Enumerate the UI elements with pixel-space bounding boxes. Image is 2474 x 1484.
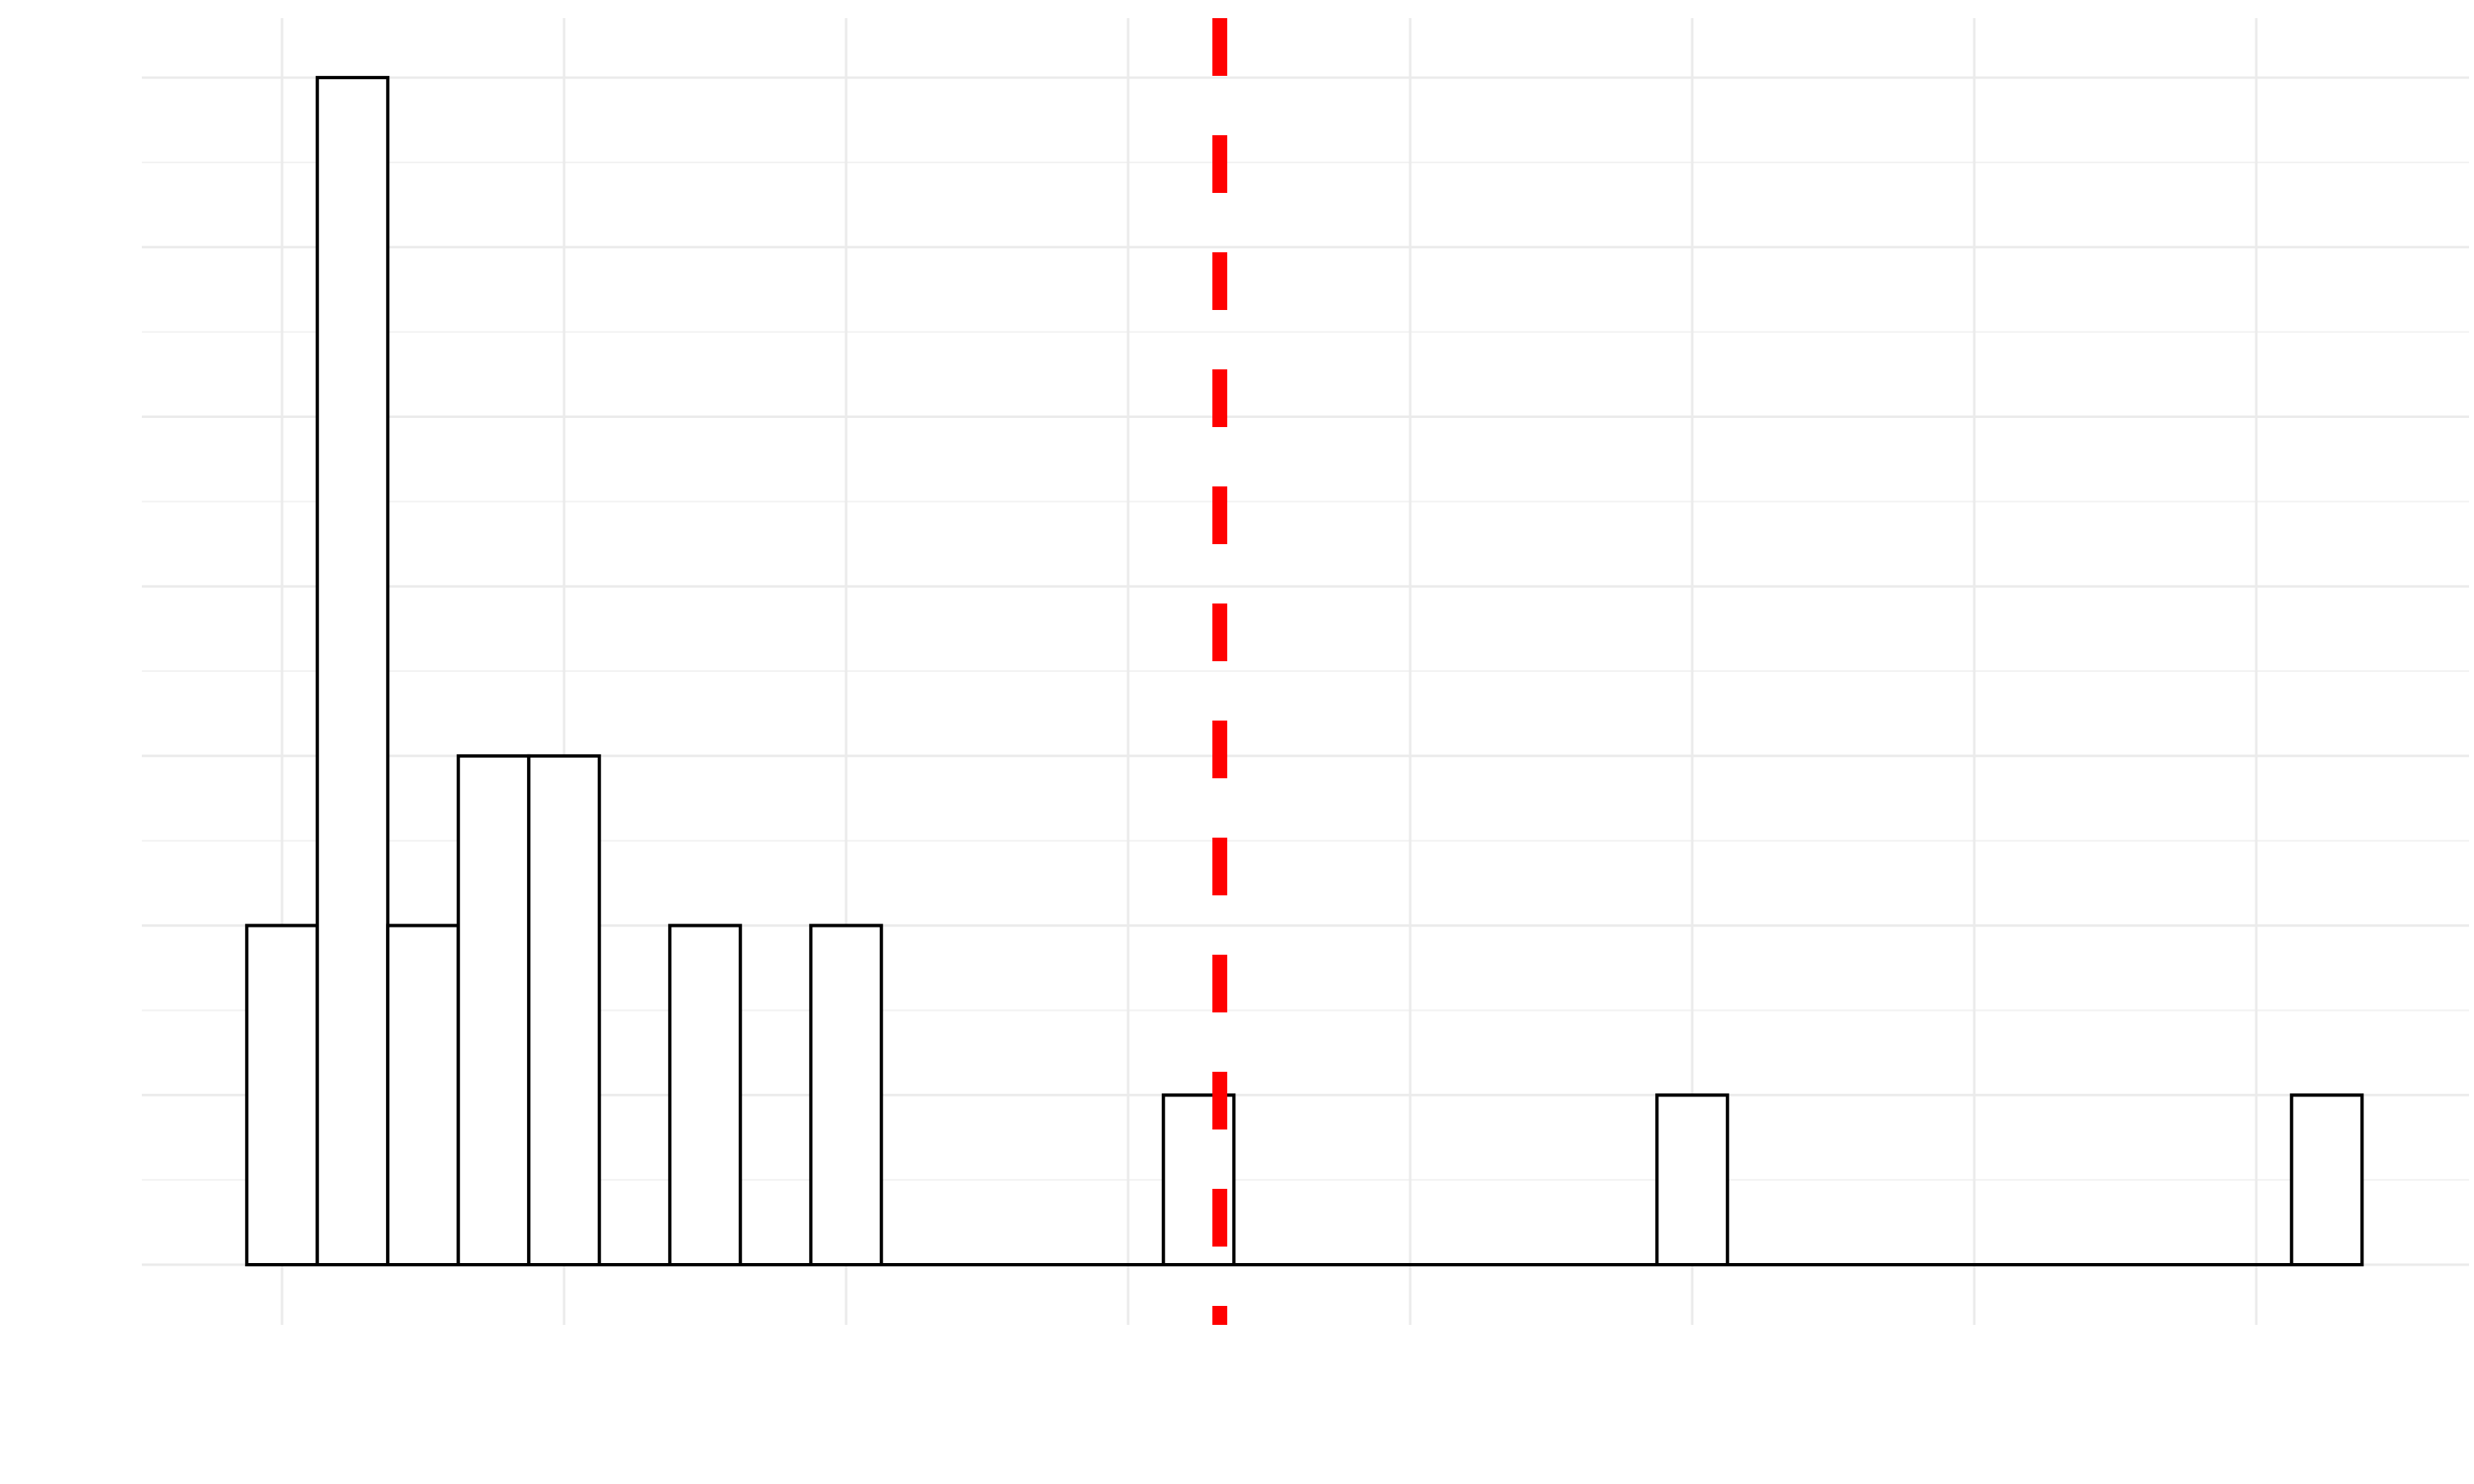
histogram-bar [1655,1093,1729,1267]
histogram-bar [668,923,742,1266]
histogram-bar [386,923,460,1266]
histogram-bar [245,923,319,1266]
histogram-bar [809,923,883,1266]
histogram-bar [456,754,531,1266]
histogram-bar [315,76,390,1267]
histogram-bar [2289,1093,2364,1267]
histogram-bars [245,76,2364,1267]
histogram-bar [527,754,601,1266]
